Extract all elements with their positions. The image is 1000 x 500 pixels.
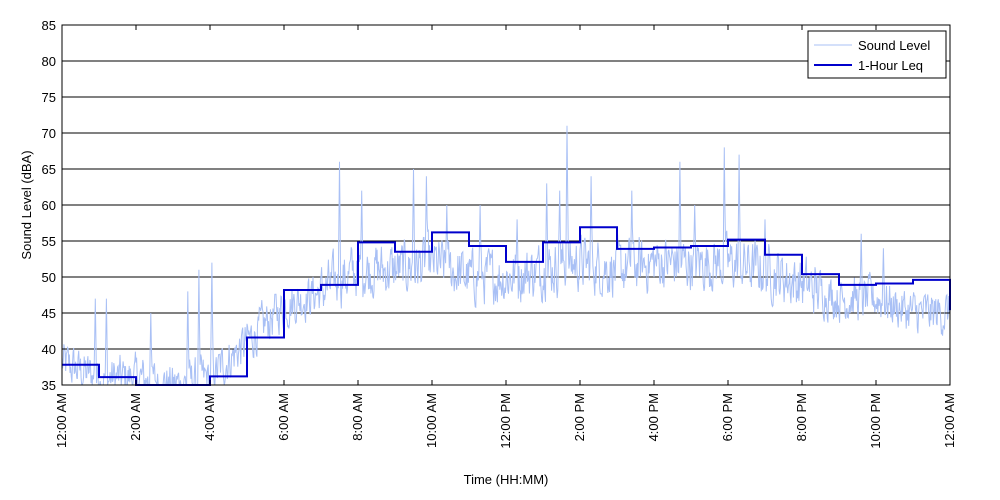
y-tick-label-35: 35 [42, 378, 56, 393]
y-tick-label-85: 85 [42, 18, 56, 33]
y-tick-label-45: 45 [42, 306, 56, 321]
x-tick-label-10: 8:00 PM [794, 393, 809, 441]
legend-box [807, 30, 947, 79]
y-axis-title: Sound Level (dBA) [19, 150, 34, 259]
x-tick-label-9: 6:00 PM [720, 393, 735, 441]
x-tick-label-11: 10:00 PM [868, 393, 883, 449]
x-tick-label-8: 4:00 PM [646, 393, 661, 441]
x-axis-ticks: 12:00 AM 2:00 AM 4:00 AM 6:00 AM 8:00 AM 10:0… [54, 25, 957, 449]
x-tick-label-1: 2:00 AM [128, 393, 143, 441]
x-tick-label-12: 12:00 AM [942, 393, 957, 448]
gridlines [62, 24, 950, 386]
y-tick-label-40: 40 [42, 342, 56, 357]
legend-label-sound-level: Sound Level [858, 38, 930, 53]
x-tick-label-0: 12:00 AM [54, 393, 69, 448]
y-tick-label-65: 65 [42, 162, 56, 177]
y-axis-ticks: 35 40 45 50 55 60 65 70 75 80 85 [42, 18, 950, 393]
y-tick-label-70: 70 [42, 126, 56, 141]
y-tick-label-80: 80 [42, 54, 56, 69]
x-axis-title: Time (HH:MM) [464, 472, 549, 487]
x-tick-label-3: 6:00 AM [276, 393, 291, 441]
leq-step-line [62, 226, 951, 386]
x-tick-label-2: 4:00 AM [202, 393, 217, 441]
x-tick-label-5: 10:00 AM [424, 393, 439, 448]
legend: Sound Level 1-Hour Leq [807, 30, 947, 79]
x-tick-label-4: 8:00 AM [350, 393, 365, 441]
x-tick-label-6: 12:00 PM [498, 393, 513, 449]
legend-label-leq: 1-Hour Leq [858, 58, 923, 73]
y-tick-label-60: 60 [42, 198, 56, 213]
x-tick-label-7: 2:00 PM [572, 393, 587, 441]
y-tick-label-75: 75 [42, 90, 56, 105]
y-tick-label-50: 50 [42, 270, 56, 285]
y-tick-label-55: 55 [42, 234, 56, 249]
leq-series [62, 226, 951, 386]
